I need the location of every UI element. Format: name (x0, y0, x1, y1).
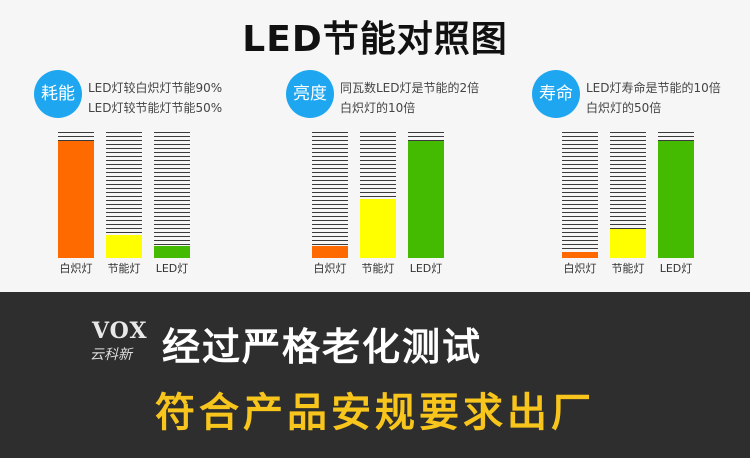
desc-line: 白炽灯的50倍 (586, 101, 662, 115)
banner (0, 292, 750, 458)
panel-lifespan: 寿命 LED灯寿命是节能的10倍 白炽灯的50倍 白炽灯 节能灯 LED灯 (532, 70, 750, 280)
bar (106, 234, 142, 258)
bar-track (610, 132, 646, 258)
bar-label: LED灯 (155, 262, 189, 275)
bar-label: 节能灯 (361, 262, 395, 275)
badge-lifespan: 寿命 (532, 70, 580, 118)
panel-energy: 耗能 LED灯较白炽灯节能90% LED灯较节能灯节能50% 白炽灯 节能灯 L… (34, 70, 274, 280)
bar (360, 199, 396, 258)
bar-track (154, 132, 190, 258)
desc-line: LED灯较白炽灯节能90% (88, 81, 223, 95)
chart-area: LED节能对照图 耗能 LED灯较白炽灯节能90% LED灯较节能灯节能50% … (34, 19, 750, 280)
bar (610, 228, 646, 258)
desc-line: LED灯寿命是节能的10倍 (586, 81, 721, 95)
bar-track (408, 132, 444, 258)
bar-label: LED灯 (409, 262, 443, 275)
bar-track (360, 132, 396, 258)
desc-line: LED灯较节能灯节能50% (88, 101, 223, 115)
page-title: LED节能对照图 (242, 19, 508, 60)
desc-line: 白炽灯的10倍 (340, 101, 416, 115)
bar (408, 140, 444, 258)
slogan-line-2: 符合产品安规要求出厂 (155, 390, 595, 436)
badge-energy: 耗能 (34, 70, 82, 118)
bar-track (658, 132, 694, 258)
slogan-line-1: 经过严格老化测试 (162, 325, 483, 369)
bar (58, 140, 94, 258)
bar-label: 白炽灯 (59, 262, 93, 275)
bar (658, 140, 694, 258)
bar-label: LED灯 (659, 262, 693, 275)
bar-track (562, 132, 598, 258)
desc-brightness: 同瓦数LED灯是节能的2倍 白炽灯的10倍 (340, 78, 479, 118)
logo-text: VOX (92, 318, 148, 344)
bar-label: 节能灯 (107, 262, 141, 275)
bar-label: 白炽灯 (563, 262, 597, 275)
panel-brightness: 亮度 同瓦数LED灯是节能的2倍 白炽灯的10倍 白炽灯 节能灯 LED灯 (286, 70, 526, 280)
bar (562, 252, 598, 258)
bar-track (58, 132, 94, 258)
bar-label: 白炽灯 (313, 262, 347, 275)
badge-brightness: 亮度 (286, 70, 334, 118)
desc-energy: LED灯较白炽灯节能90% LED灯较节能灯节能50% (88, 78, 222, 118)
bar-label: 节能灯 (611, 262, 645, 275)
logo-subtext: 云科新 (90, 347, 132, 363)
vox-logo: VOX 云科新 (90, 318, 152, 366)
desc-line: 同瓦数LED灯是节能的2倍 (340, 81, 480, 95)
bar (312, 246, 348, 258)
desc-lifespan: LED灯寿命是节能的10倍 白炽灯的50倍 (586, 78, 721, 118)
bar (154, 246, 190, 258)
bar-track (106, 132, 142, 258)
bar-track (312, 132, 348, 258)
